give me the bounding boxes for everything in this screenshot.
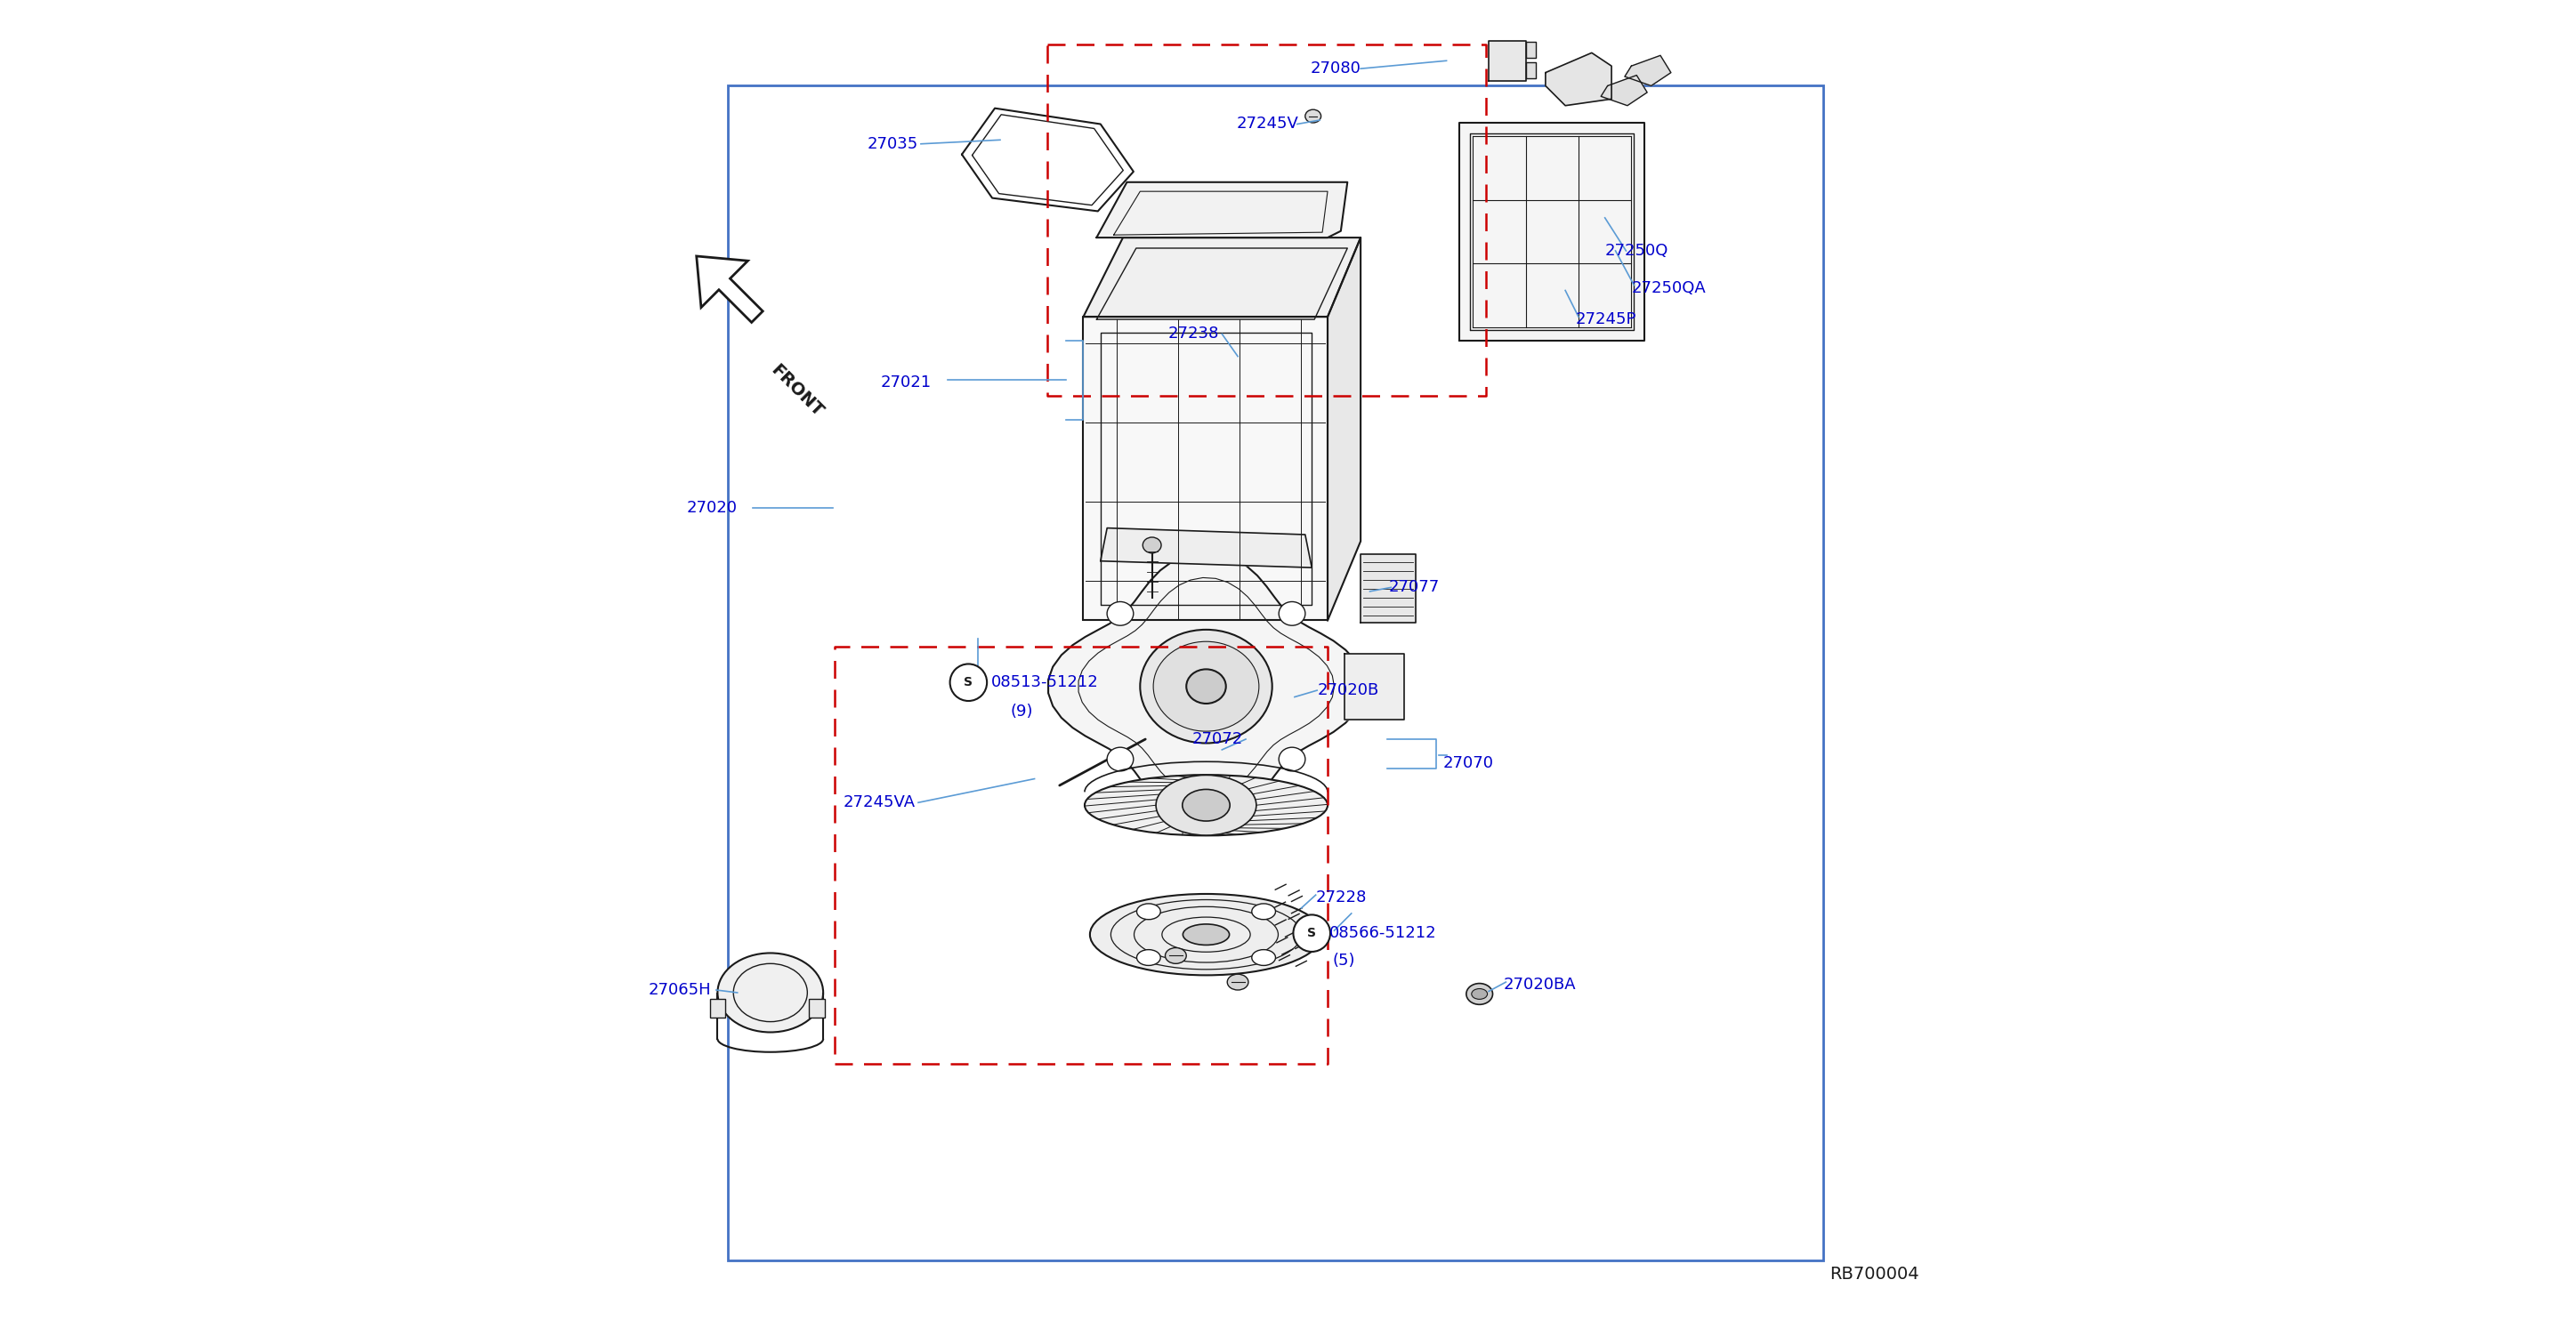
Text: 27228: 27228	[1316, 890, 1368, 906]
Polygon shape	[1100, 528, 1311, 568]
Ellipse shape	[1226, 974, 1249, 990]
Text: 27020BA: 27020BA	[1504, 977, 1577, 993]
Text: 27020: 27020	[688, 500, 737, 516]
Ellipse shape	[1108, 602, 1133, 626]
Ellipse shape	[1471, 989, 1486, 999]
Text: S: S	[963, 676, 974, 689]
Text: 27250Q: 27250Q	[1605, 243, 1669, 259]
Polygon shape	[1084, 317, 1327, 620]
Ellipse shape	[1278, 747, 1306, 771]
Ellipse shape	[1278, 602, 1306, 626]
Ellipse shape	[1141, 630, 1273, 743]
Circle shape	[1293, 915, 1329, 952]
Ellipse shape	[1090, 894, 1321, 975]
Text: 27245P: 27245P	[1577, 312, 1636, 327]
Text: (9): (9)	[1010, 704, 1033, 719]
Text: 27065H: 27065H	[649, 982, 711, 998]
Text: 08566-51212: 08566-51212	[1329, 925, 1437, 941]
Ellipse shape	[1182, 924, 1229, 945]
Polygon shape	[1625, 55, 1672, 86]
Polygon shape	[1546, 53, 1613, 106]
Text: 27072: 27072	[1193, 731, 1244, 747]
Ellipse shape	[1252, 904, 1275, 920]
Text: FRONT: FRONT	[768, 362, 827, 421]
Polygon shape	[1525, 62, 1535, 78]
Ellipse shape	[1136, 949, 1162, 965]
Polygon shape	[1600, 75, 1646, 106]
Ellipse shape	[719, 953, 824, 1032]
Ellipse shape	[1136, 904, 1162, 920]
Text: 27021: 27021	[881, 375, 933, 391]
Ellipse shape	[1144, 537, 1162, 553]
Text: S: S	[1306, 927, 1316, 940]
Polygon shape	[1360, 554, 1417, 623]
Polygon shape	[1345, 653, 1404, 719]
Text: 27238: 27238	[1170, 326, 1218, 342]
Ellipse shape	[1157, 775, 1257, 836]
Ellipse shape	[1108, 747, 1133, 771]
Ellipse shape	[1252, 949, 1275, 965]
FancyBboxPatch shape	[809, 999, 824, 1018]
FancyBboxPatch shape	[708, 999, 726, 1018]
Polygon shape	[1048, 552, 1365, 821]
Text: 27020B: 27020B	[1316, 682, 1378, 698]
Text: 27245V: 27245V	[1236, 116, 1298, 132]
Text: 27077: 27077	[1388, 579, 1440, 595]
Bar	[729, 86, 1824, 1261]
Text: RB700004: RB700004	[1829, 1266, 1919, 1283]
Ellipse shape	[1188, 669, 1226, 704]
Polygon shape	[1489, 41, 1525, 81]
Text: (5): (5)	[1332, 953, 1355, 969]
Polygon shape	[1084, 238, 1360, 317]
Text: 27035: 27035	[868, 136, 917, 152]
Text: 27080: 27080	[1311, 61, 1360, 77]
Ellipse shape	[1306, 110, 1321, 123]
Ellipse shape	[1084, 775, 1327, 836]
Text: 27245VA: 27245VA	[842, 795, 914, 810]
Polygon shape	[1461, 123, 1643, 341]
Ellipse shape	[1182, 789, 1229, 821]
Polygon shape	[1327, 238, 1360, 620]
Ellipse shape	[1154, 642, 1260, 731]
Text: 08513-51212: 08513-51212	[992, 675, 1097, 690]
Polygon shape	[1525, 42, 1535, 58]
Polygon shape	[696, 256, 762, 322]
Text: 27070: 27070	[1443, 755, 1494, 771]
Circle shape	[951, 664, 987, 701]
Polygon shape	[1097, 182, 1347, 238]
Text: 27250QA: 27250QA	[1631, 280, 1705, 296]
Ellipse shape	[1164, 948, 1188, 964]
Ellipse shape	[1466, 983, 1492, 1005]
